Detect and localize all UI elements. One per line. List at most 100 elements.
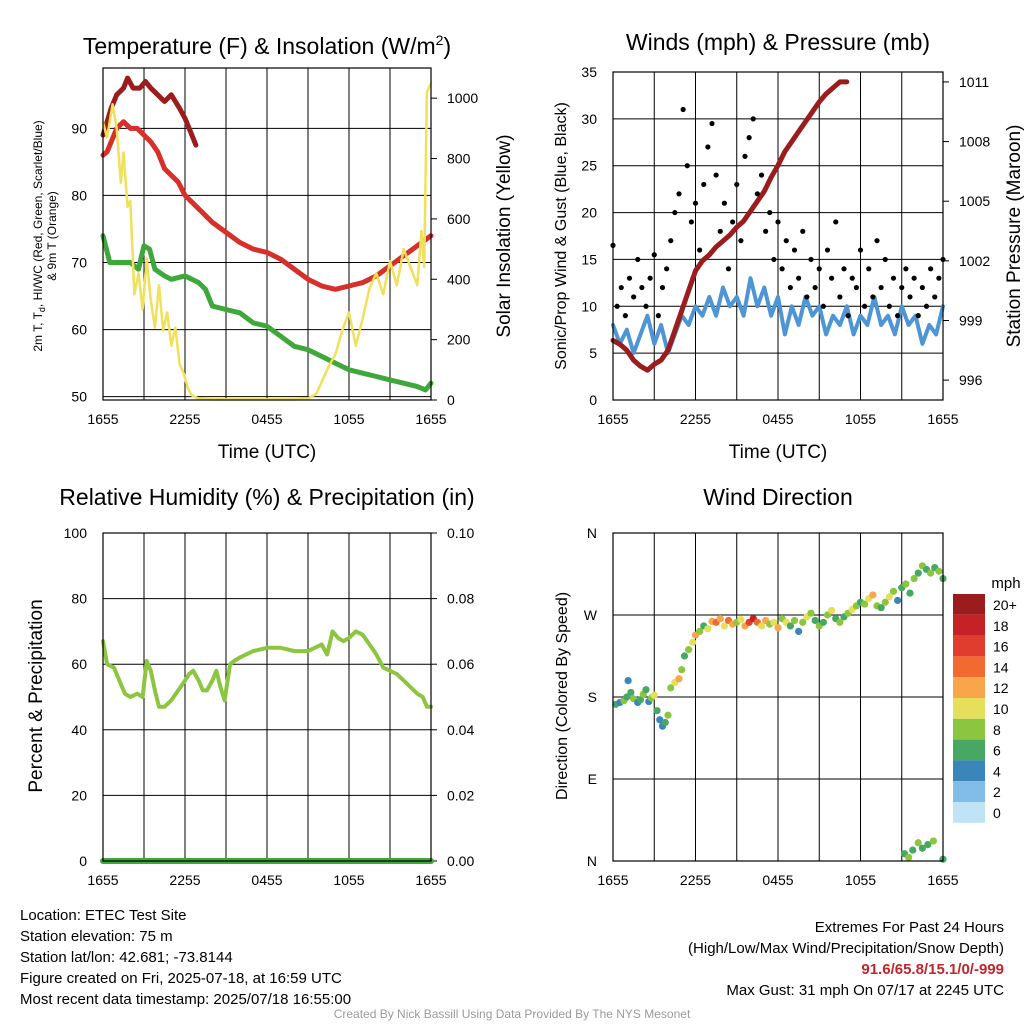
gust-point	[730, 219, 736, 225]
credit-line: Created By Nick Bassill Using Data Provi…	[333, 1007, 691, 1021]
wind-speed-legend: 20+ 18 16 14 12 10 8 6 4 2 0	[953, 594, 1017, 823]
gust-point	[771, 256, 777, 263]
right-y-tick-label: 999	[959, 312, 983, 328]
gust-point	[713, 172, 719, 178]
x-tick-label: 2255	[680, 872, 711, 888]
legend-label: 2	[993, 784, 1001, 800]
gust-point	[705, 144, 711, 150]
gust-point	[676, 191, 682, 197]
wind-direction-point	[653, 707, 661, 715]
x-tick-label: 1055	[333, 411, 364, 427]
gust-point	[783, 238, 789, 244]
humidity-panel-title: Relative Humidity (%) & Precipitation (i…	[59, 484, 474, 510]
gust-point	[886, 303, 892, 309]
right-y-tick-label: 996	[959, 372, 983, 388]
wind-direction-point	[720, 622, 728, 630]
gust-point	[639, 284, 645, 291]
gust-point	[688, 219, 694, 225]
y-tick-label: 15	[581, 251, 597, 267]
right-y-tick-label: 0.00	[447, 853, 474, 869]
wind-direction-point	[881, 598, 889, 606]
y-tick-label: 5	[589, 345, 597, 361]
temperature-panel-ylabel-line1: 2m T, Td, HI/WC (Red, Green, Scarlet/Blu…	[31, 120, 47, 351]
right-y-tick-label: 1008	[959, 134, 990, 150]
gust-point	[622, 313, 628, 319]
x-tick-label: 0455	[762, 411, 793, 427]
gust-point	[890, 275, 897, 281]
gust-point	[919, 284, 925, 291]
wind-direction-point	[861, 600, 869, 608]
gust-point	[923, 303, 930, 309]
temperature-panel-ylabel-line2: & 9m T (Orange)	[45, 191, 59, 281]
extremes-legend: (High/Low/Max Wind/Precipitation/Snow De…	[688, 940, 1004, 957]
legend-label: 8	[993, 722, 1001, 738]
gust-point	[928, 266, 934, 272]
y-tick-label: 70	[71, 255, 87, 271]
wind-direction-point	[696, 627, 704, 636]
x-tick-label: 1655	[927, 872, 958, 888]
gust-point	[692, 200, 699, 206]
gust-point	[899, 284, 905, 291]
wind-direction-point	[678, 666, 686, 674]
wind-direction-point	[799, 618, 807, 626]
wind-direction-point	[661, 718, 669, 727]
wind-direction-point	[927, 569, 935, 577]
wind-direction-point	[877, 604, 885, 612]
right-y-tick-label: 0.08	[447, 591, 474, 607]
wind-direction-point	[656, 716, 664, 724]
gust-point	[680, 106, 686, 113]
right-y-tick-label: 1011	[959, 74, 989, 90]
gust-point	[833, 219, 839, 225]
wind-direction-point	[909, 846, 917, 854]
wind-direction-panel-title: Wind Direction	[703, 484, 853, 510]
gust-point	[651, 252, 657, 258]
right-y-tick-label: 800	[447, 151, 471, 167]
gust-point	[721, 200, 727, 206]
max-gust: Max Gust: 31 mph On 07/17 at 2245 UTC	[726, 982, 1004, 999]
gust-point	[870, 294, 876, 300]
wind-direction-point	[636, 696, 645, 704]
wind-chart: 1655 2255 0455 1055 165505101520253035996999…	[581, 64, 990, 427]
y-tick-label: 10	[581, 298, 597, 314]
wind-direction-point	[689, 638, 697, 646]
gust-point	[758, 172, 765, 178]
wind-direction-point	[795, 627, 803, 636]
legend-label: 6	[993, 743, 1001, 759]
gust-point	[932, 294, 938, 300]
gust-point	[829, 275, 835, 281]
x-tick-label: 1655	[87, 411, 118, 427]
gust-point	[849, 275, 855, 281]
y-tick-label: 50	[71, 389, 87, 405]
x-tick-label: 0455	[251, 411, 282, 427]
recent-timestamp: Most recent data timestamp: 2025/07/18 1…	[20, 991, 352, 1008]
figure-created: Figure created on Fri, 2025-07-18, at 16…	[20, 970, 342, 987]
y-tick-label: 0	[79, 853, 87, 869]
wind-direction-point	[924, 841, 932, 849]
winds-panel-xlabel: Time (UTC)	[729, 442, 828, 463]
extremes-title: Extremes For Past 24 Hours	[814, 919, 1004, 936]
wind-direction-point	[811, 616, 819, 625]
gust-point	[775, 219, 781, 225]
wind-direction-point	[664, 711, 672, 719]
wind-direction-point	[918, 844, 926, 852]
wind-direction-point	[716, 615, 724, 623]
legend-label: 18	[993, 618, 1009, 634]
winds-panel-ylabel-right: Station Pressure (Maroon)	[1004, 125, 1024, 348]
wind-direction-point	[906, 589, 914, 597]
gust-point	[664, 266, 670, 272]
wind-direction-point	[680, 652, 689, 660]
y-tick-label: 25	[581, 158, 597, 174]
gust-point	[816, 266, 822, 272]
gust-point	[857, 247, 864, 253]
right-y-tick-label: 0.04	[447, 722, 474, 738]
gust-point	[746, 135, 752, 141]
station-info: Location: ETEC Test Site Station elevati…	[20, 905, 351, 1010]
legend-label: 20+	[993, 597, 1017, 613]
gust-point	[643, 303, 649, 309]
station-elevation: Station elevation: 75 m	[20, 928, 173, 945]
x-tick-label: 0455	[251, 872, 282, 888]
y-tick-label: S	[588, 689, 597, 705]
gust-point	[882, 256, 888, 263]
x-tick-label: 1655	[927, 411, 958, 427]
right-y-tick-label: 1005	[959, 193, 990, 209]
